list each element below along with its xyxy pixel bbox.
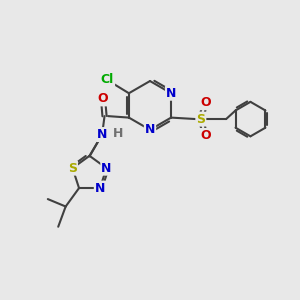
Text: N: N <box>95 182 105 195</box>
Text: N: N <box>166 87 176 100</box>
Text: H: H <box>112 127 123 140</box>
Text: N: N <box>145 123 155 136</box>
Text: S: S <box>68 162 77 175</box>
Text: O: O <box>200 129 211 142</box>
Text: S: S <box>196 112 205 126</box>
Text: O: O <box>98 92 108 105</box>
Text: Cl: Cl <box>101 74 114 86</box>
Text: O: O <box>200 96 211 109</box>
Text: N: N <box>101 162 112 175</box>
Text: N: N <box>97 128 107 141</box>
